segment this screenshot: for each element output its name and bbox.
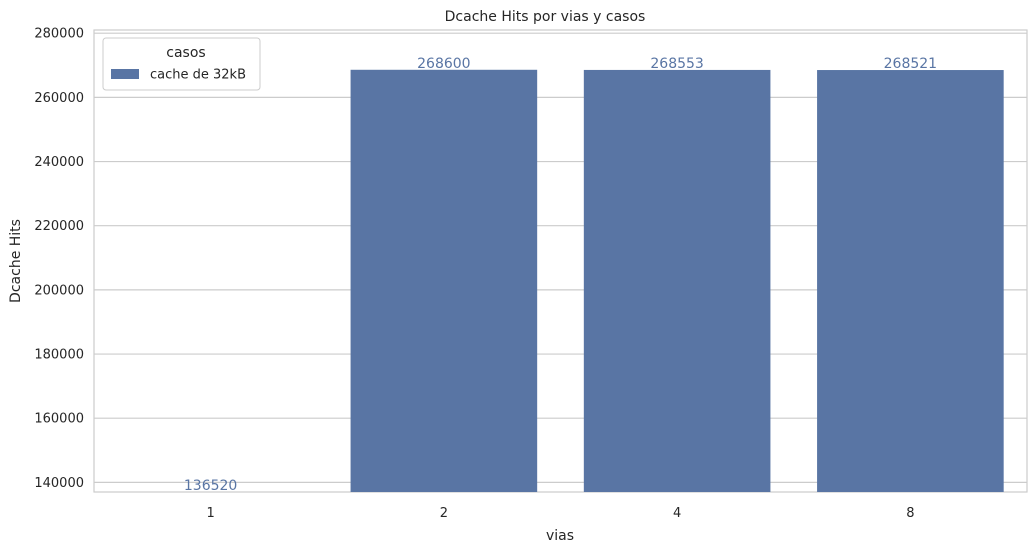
chart-title: Dcache Hits por vias y casos xyxy=(445,9,646,25)
x-tick-label: 1 xyxy=(206,506,214,521)
y-tick-label: 220000 xyxy=(34,219,84,234)
legend-title: casos xyxy=(166,45,205,61)
y-tick-labels: 140000 160000 180000 200000 220000 240000 2600… xyxy=(34,27,84,491)
x-tick-label: 2 xyxy=(440,506,448,521)
bar-4 xyxy=(583,69,771,492)
y-tick-label: 180000 xyxy=(34,348,84,363)
bars xyxy=(350,69,1004,493)
bar-value-label: 268521 xyxy=(884,56,937,72)
bar-value-label: 268553 xyxy=(650,56,703,72)
bar-value-labels: 136520 268600 268553 268521 xyxy=(184,56,937,494)
legend-swatch xyxy=(111,69,139,79)
legend-label: cache de 32kB xyxy=(150,68,246,83)
y-tick-label: 200000 xyxy=(34,283,84,298)
bar-2 xyxy=(350,69,538,493)
bar-value-label: 136520 xyxy=(184,478,237,494)
legend-box xyxy=(102,37,261,91)
legend: casos cache de 32kB xyxy=(102,37,261,91)
y-tick-label: 240000 xyxy=(34,155,84,170)
y-tick-label: 280000 xyxy=(34,27,84,42)
y-tick-label: 140000 xyxy=(34,476,84,491)
x-axis-title: vias xyxy=(546,528,574,544)
plot-frame xyxy=(93,29,1028,493)
y-axis-title: Dcache Hits xyxy=(8,219,24,303)
x-tick-label: 8 xyxy=(906,506,914,521)
y-tick-label: 160000 xyxy=(34,412,84,427)
x-tick-label: 4 xyxy=(673,506,681,521)
x-tick-labels: 1 2 4 8 xyxy=(206,506,914,521)
bar-8 xyxy=(817,70,1004,492)
y-tick-label: 260000 xyxy=(34,91,84,106)
bar-value-label: 268600 xyxy=(417,56,470,72)
